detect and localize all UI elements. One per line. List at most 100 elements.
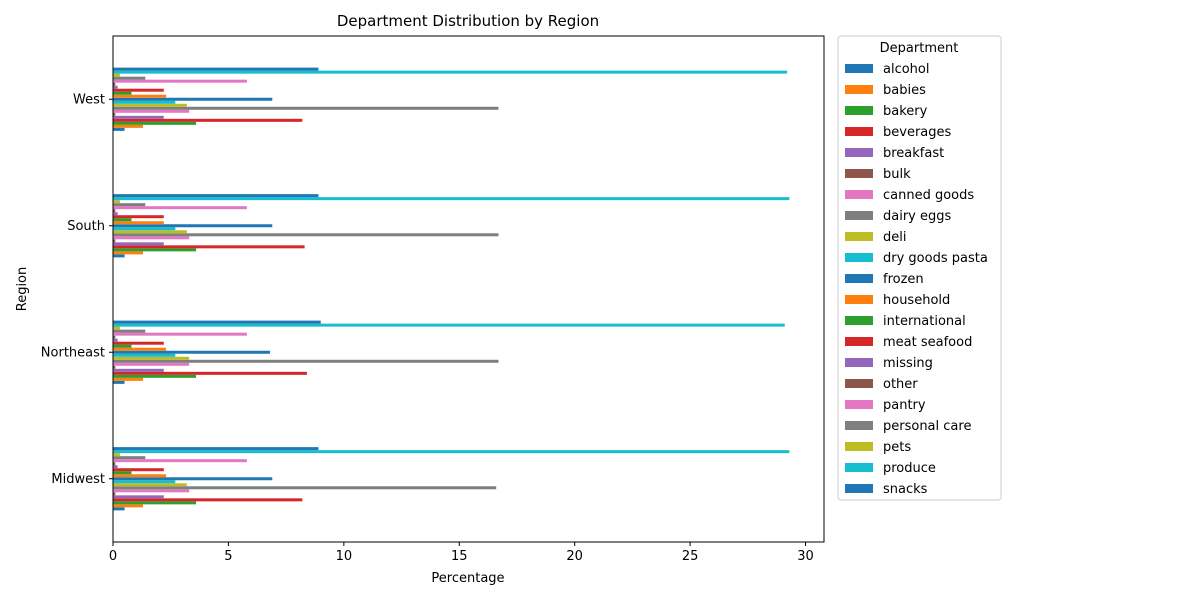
bar-south-international (113, 218, 132, 222)
bar-south-bakery (113, 248, 197, 252)
bar-south-alcohol (113, 254, 125, 258)
bar-west-babies (113, 124, 144, 128)
bar-south-pets (113, 200, 120, 204)
bar-south-dairy-eggs (113, 233, 499, 237)
bar-south-meat-seafood (113, 215, 164, 219)
bar-midwest-breakfast (113, 495, 164, 499)
bar-northeast-international (113, 344, 132, 348)
legend-swatch-beverages (845, 127, 873, 136)
legend-label-frozen: frozen (883, 272, 924, 287)
legend-label-bakery: bakery (883, 104, 928, 119)
bar-south-deli (113, 230, 187, 234)
bar-midwest-pets (113, 453, 120, 457)
bar-west-snacks (113, 67, 319, 71)
bar-west-alcohol (113, 127, 125, 131)
legend-swatch-babies (845, 85, 873, 94)
legend-label-alcohol: alcohol (883, 62, 929, 77)
bar-south-missing (113, 212, 118, 216)
y-tick-label: Northeast (41, 345, 105, 360)
bar-northeast-other (113, 335, 116, 339)
legend-swatch-frozen (845, 274, 873, 283)
x-tick-label: 10 (336, 549, 353, 564)
legend-label-deli: deli (883, 230, 906, 245)
legend-label-household: household (883, 293, 950, 308)
legend-items: alcohol babies bakery beverages breakfast bul… (845, 62, 988, 497)
x-axis-ticks: 0 5 10 15 20 25 30 (109, 542, 814, 564)
bar-midwest-produce (113, 450, 790, 454)
bars-layer (113, 67, 790, 511)
bar-south-produce (113, 197, 790, 201)
bar-midwest-dry-goods-pasta (113, 480, 176, 484)
x-tick-label: 25 (682, 549, 699, 564)
bar-west-pets (113, 73, 120, 77)
bar-midwest-bulk (113, 492, 116, 496)
bar-west-breakfast (113, 115, 164, 119)
bar-northeast-beverages (113, 371, 307, 375)
legend-label-snacks: snacks (883, 482, 928, 497)
bar-south-pantry (113, 206, 247, 210)
chart-title: Department Distribution by Region (337, 12, 599, 30)
bar-northeast-household (113, 347, 167, 351)
legend-label-other: other (883, 377, 918, 392)
bar-midwest-alcohol (113, 507, 125, 511)
legend: Department alcohol babies bakery beverages b… (837, 35, 1002, 501)
legend-swatch-produce (845, 463, 873, 472)
legend-label-international: international (883, 314, 966, 329)
bar-west-bakery (113, 121, 197, 125)
legend-label-bulk: bulk (883, 167, 911, 182)
legend-swatch-international (845, 316, 873, 325)
legend-label-personal-care: personal care (883, 419, 971, 434)
bar-south-breakfast (113, 242, 164, 246)
legend-swatch-breakfast (845, 148, 873, 157)
bar-northeast-snacks (113, 320, 321, 324)
legend-swatch-bakery (845, 106, 873, 115)
bar-northeast-personal-care (113, 329, 146, 333)
bar-northeast-babies (113, 377, 144, 381)
legend-swatch-alcohol (845, 64, 873, 73)
legend-swatch-missing (845, 358, 873, 367)
bar-west-pantry (113, 79, 247, 83)
bar-south-beverages (113, 245, 305, 249)
legend-swatch-canned-goods (845, 190, 873, 199)
legend-label-missing: missing (883, 356, 933, 371)
bar-west-household (113, 94, 167, 98)
bar-northeast-frozen (113, 350, 270, 354)
y-axis-ticks: Midwest Northeast South West (41, 92, 113, 487)
bar-midwest-international (113, 471, 132, 475)
bar-south-frozen (113, 224, 273, 228)
bar-west-canned-goods (113, 109, 190, 113)
bar-west-missing (113, 85, 118, 89)
bar-south-other (113, 209, 116, 213)
bar-south-snacks (113, 194, 319, 198)
bar-midwest-meat-seafood (113, 468, 164, 472)
bar-northeast-dry-goods-pasta (113, 353, 176, 357)
legend-label-canned-goods: canned goods (883, 188, 974, 203)
legend-title: Department (880, 41, 959, 56)
bar-northeast-bulk (113, 365, 116, 369)
bar-west-dairy-eggs (113, 106, 499, 110)
plot-frame (112, 35, 825, 543)
legend-label-produce: produce (883, 461, 936, 476)
x-tick-label: 20 (566, 549, 583, 564)
bar-west-other (113, 82, 116, 86)
bar-northeast-alcohol (113, 380, 125, 384)
bar-midwest-other (113, 462, 116, 466)
bar-midwest-pantry (113, 459, 247, 463)
bar-northeast-canned-goods (113, 362, 190, 366)
bar-south-personal-care (113, 203, 146, 207)
bar-west-bulk (113, 112, 116, 116)
bar-west-dry-goods-pasta (113, 100, 176, 104)
y-tick-label: South (67, 219, 105, 234)
bar-northeast-meat-seafood (113, 341, 164, 345)
bar-south-household (113, 221, 164, 225)
bar-northeast-pantry (113, 332, 247, 336)
legend-swatch-snacks (845, 484, 873, 493)
bar-south-babies (113, 251, 144, 255)
bar-northeast-dairy-eggs (113, 359, 499, 363)
legend-swatch-deli (845, 232, 873, 241)
bar-south-dry-goods-pasta (113, 227, 176, 231)
bar-west-deli (113, 103, 187, 107)
bar-midwest-canned-goods (113, 489, 190, 493)
bar-south-bulk (113, 239, 116, 243)
bar-south-canned-goods (113, 236, 190, 240)
